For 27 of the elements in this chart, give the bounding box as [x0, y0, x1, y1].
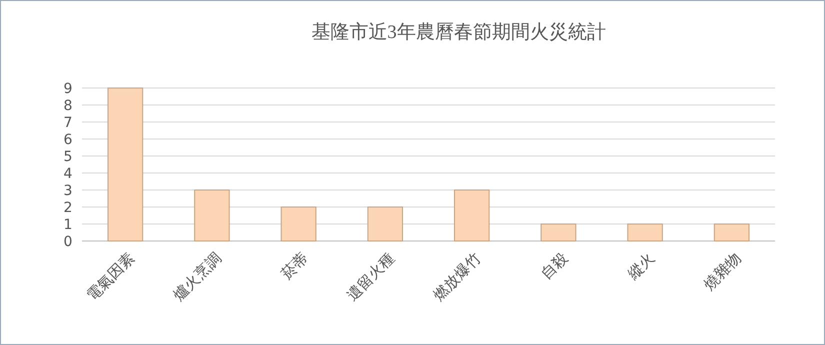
- y-tick-label: 9: [64, 81, 72, 97]
- y-tick-label: 6: [64, 132, 73, 148]
- x-tick-label: 自殺: [538, 250, 572, 284]
- bar: [367, 206, 404, 242]
- y-tick-label: 0: [64, 234, 72, 250]
- bar: [454, 190, 490, 242]
- y-tick-label: 4: [64, 166, 73, 182]
- y-tick-label: 1: [64, 217, 72, 233]
- bar: [714, 224, 750, 242]
- y-tick-label: 8: [64, 98, 72, 114]
- x-tick-label: 菸蒂: [278, 250, 312, 284]
- bar: [280, 206, 316, 242]
- bar: [627, 224, 663, 242]
- x-tick-label: 燒雜物: [700, 250, 745, 294]
- x-tick-label: 爐火烹調: [170, 250, 225, 304]
- x-tick-label: 遺留火種: [344, 250, 398, 304]
- bar: [107, 88, 144, 242]
- bar: [194, 190, 230, 242]
- bar: [540, 224, 576, 242]
- x-tick-label: 縱火: [624, 250, 658, 284]
- y-tick-label: 7: [64, 115, 72, 131]
- y-tick-label: 3: [64, 183, 72, 199]
- y-tick-label: 5: [64, 149, 72, 165]
- chart-title: 基隆市近3年農曆春節期間火災統計: [311, 21, 606, 43]
- y-tick-label: 2: [64, 200, 72, 216]
- x-tick-label: 燃放爆竹: [430, 250, 485, 304]
- x-tick-label: 電氣因素: [84, 250, 138, 304]
